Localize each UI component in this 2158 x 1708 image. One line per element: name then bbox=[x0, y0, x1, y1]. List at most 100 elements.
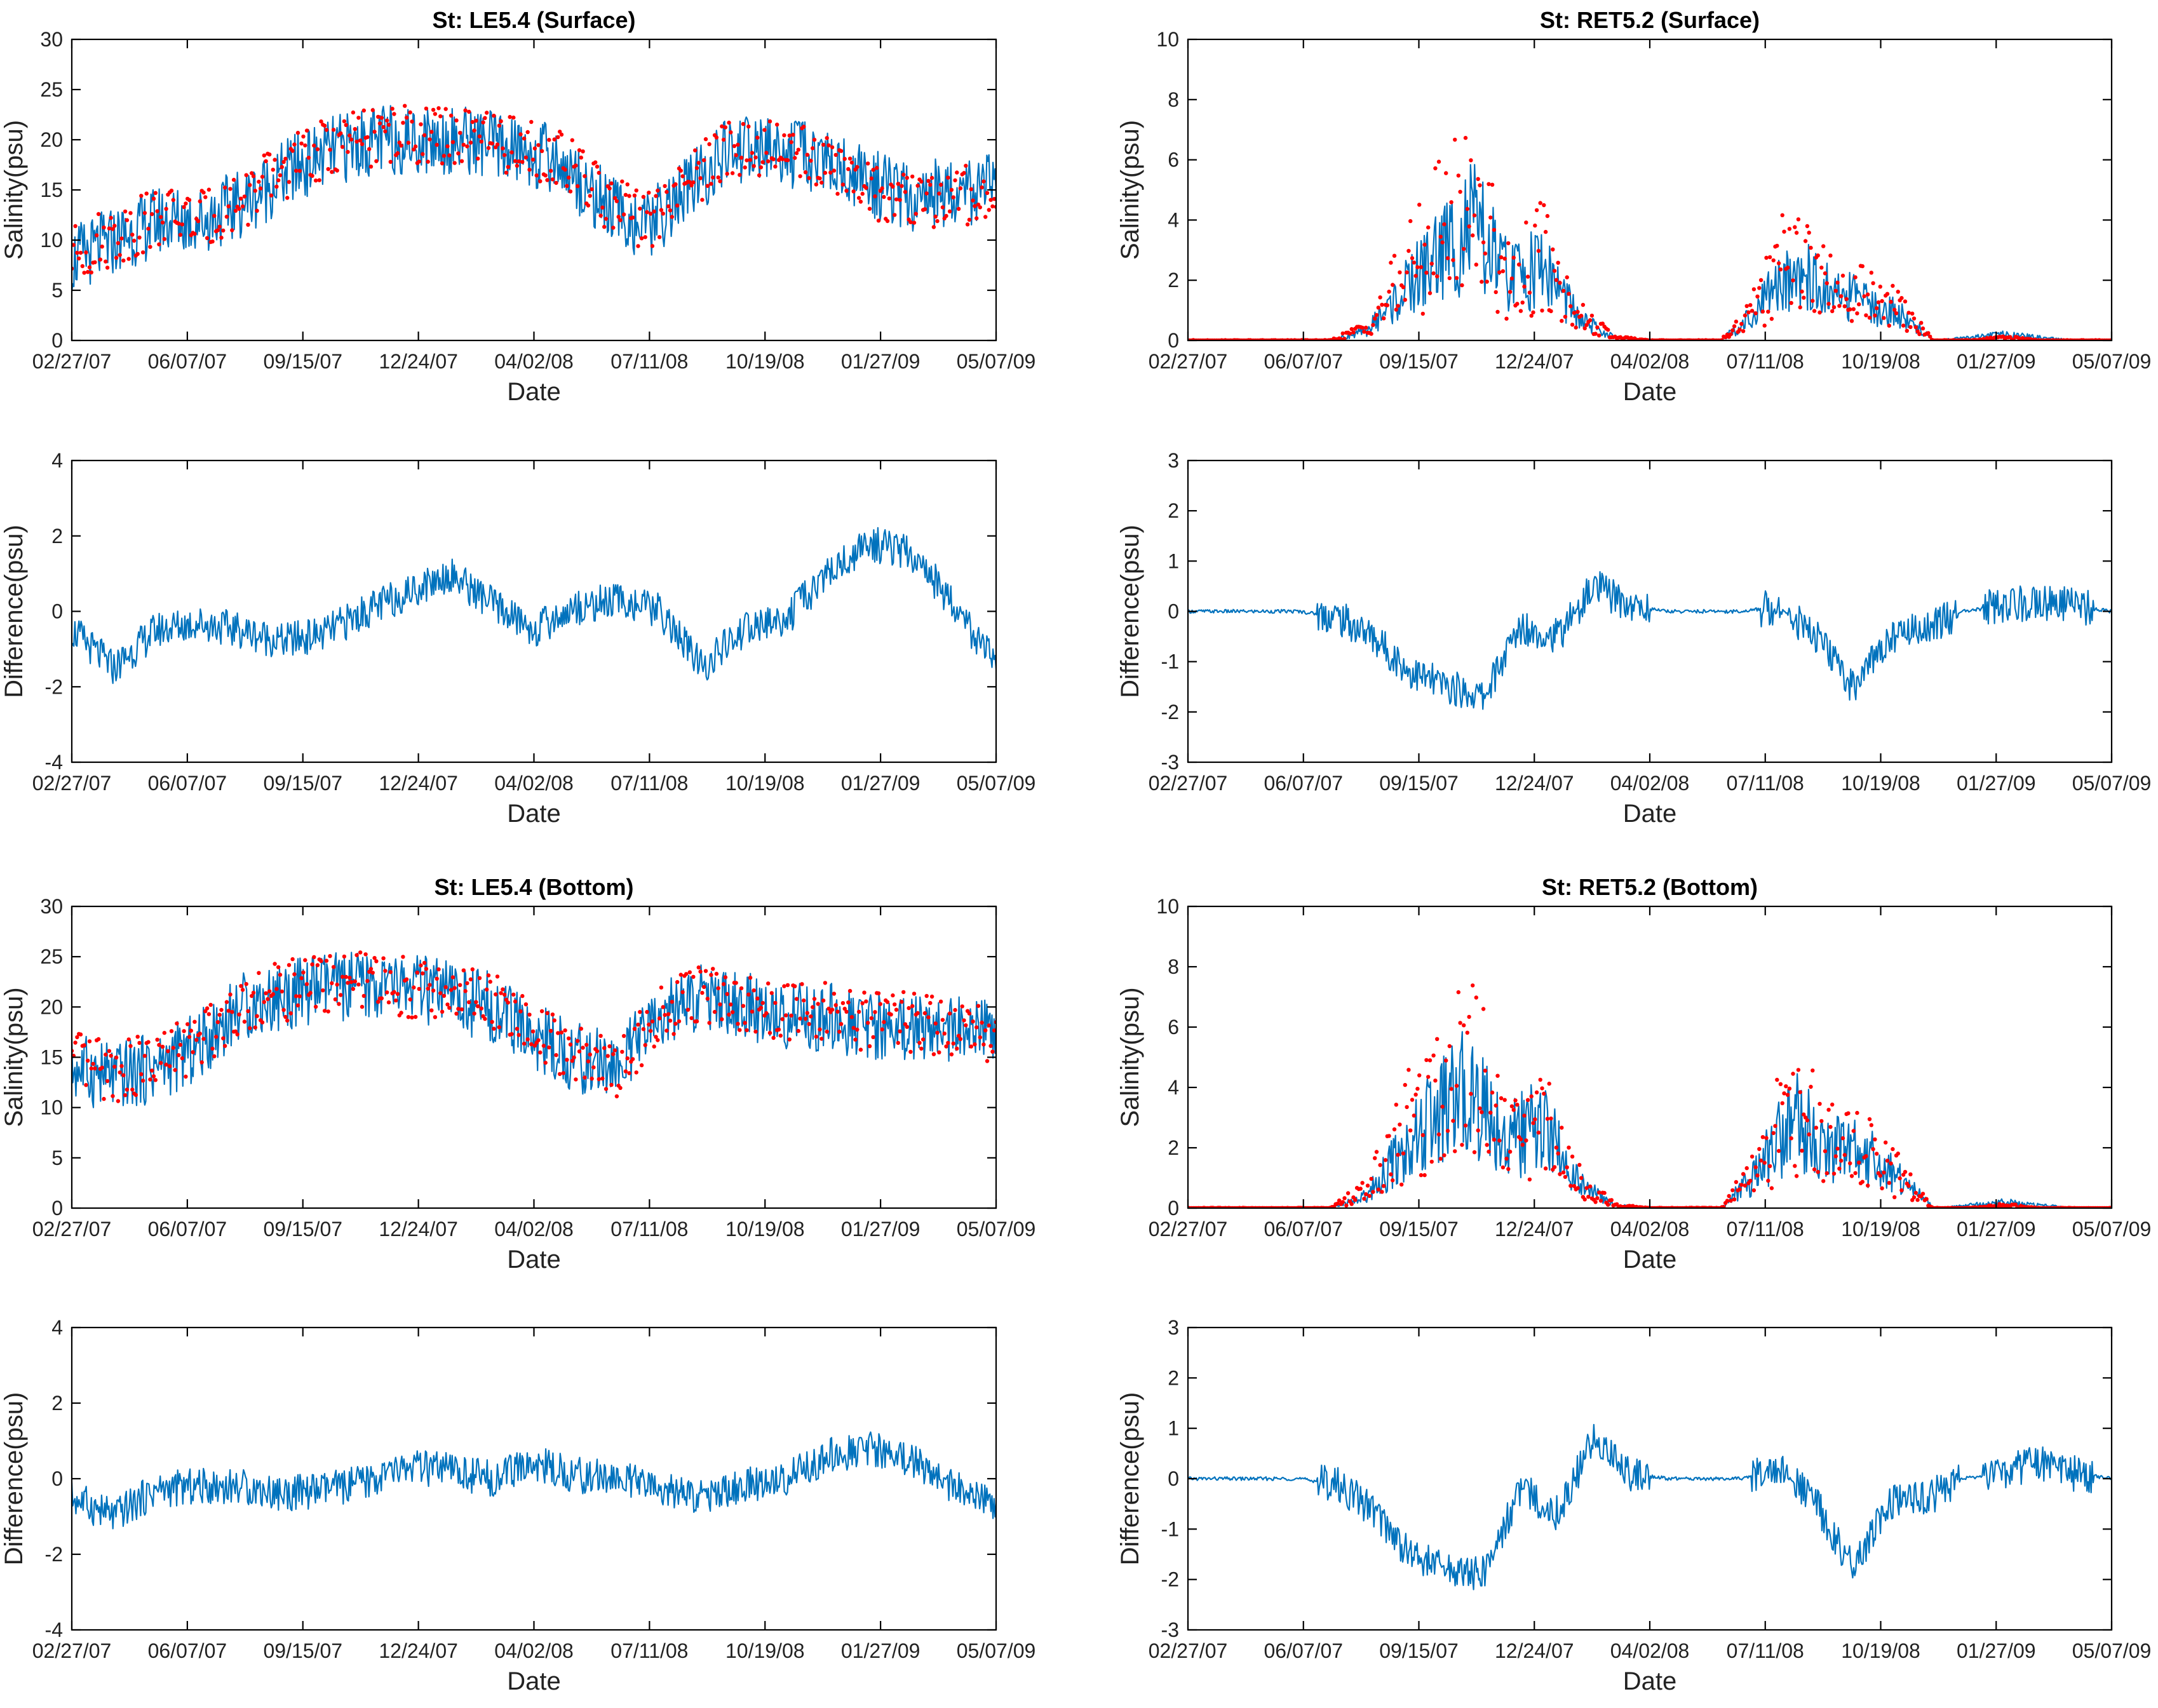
observed-point bbox=[102, 225, 106, 230]
observed-point bbox=[639, 236, 644, 241]
observed-point bbox=[1540, 1086, 1544, 1091]
observed-point bbox=[486, 145, 491, 151]
observed-point bbox=[946, 1040, 950, 1046]
observed-point bbox=[1839, 1159, 1844, 1163]
observed-point bbox=[381, 124, 386, 130]
x-tick-label: 07/11/08 bbox=[1727, 1639, 1804, 1662]
observed-point bbox=[798, 174, 802, 178]
x-tick-label: 06/07/07 bbox=[148, 1218, 227, 1241]
observed-point bbox=[337, 1002, 341, 1006]
x-tick-label: 09/15/07 bbox=[1379, 772, 1459, 795]
observed-point bbox=[452, 986, 457, 990]
observed-point bbox=[476, 156, 480, 161]
observed-point bbox=[985, 1059, 990, 1063]
observed-point bbox=[1373, 1156, 1377, 1160]
x-tick-label: 01/27/09 bbox=[841, 772, 921, 795]
observed-point bbox=[988, 198, 993, 202]
observed-point bbox=[1447, 1044, 1452, 1049]
observed-point bbox=[1522, 1113, 1527, 1118]
observed-point bbox=[287, 963, 292, 967]
observed-point bbox=[981, 1042, 986, 1047]
observed-point bbox=[632, 193, 637, 198]
observed-point bbox=[130, 1087, 135, 1092]
y-tick-label: 0 bbox=[1168, 1467, 1179, 1490]
observed-point bbox=[1507, 290, 1513, 294]
y-tick-label: -3 bbox=[1161, 751, 1179, 774]
x-tick-label: 01/27/09 bbox=[841, 1218, 921, 1241]
observed-point bbox=[1538, 1077, 1542, 1082]
observed-point bbox=[545, 1011, 550, 1016]
observed-point bbox=[739, 156, 744, 160]
observed-point bbox=[873, 194, 877, 199]
observed-point bbox=[530, 1029, 536, 1034]
observed-point bbox=[422, 960, 427, 965]
observed-point bbox=[1353, 1197, 1358, 1202]
x-tick-label: 05/07/09 bbox=[957, 772, 1036, 795]
observed-point bbox=[574, 163, 578, 168]
observed-point bbox=[1376, 1187, 1380, 1192]
observed-point bbox=[1358, 1187, 1363, 1191]
observed-point bbox=[532, 146, 537, 151]
observed-point bbox=[159, 1061, 163, 1065]
observed-point bbox=[237, 1012, 241, 1017]
observed-point bbox=[1524, 1138, 1528, 1143]
observed-point bbox=[123, 1093, 128, 1098]
observed-point bbox=[126, 257, 131, 261]
chart-panel-ret52-surface-difference: 02/27/07 06/07/07 09/15/07 12/24/07 04/02/08… bbox=[1116, 449, 2151, 828]
observed-point bbox=[767, 1031, 772, 1035]
observed-point bbox=[119, 236, 124, 241]
observed-point bbox=[711, 967, 715, 971]
observed-point bbox=[1515, 302, 1520, 306]
observed-point bbox=[233, 1029, 238, 1034]
observed-point bbox=[570, 1058, 574, 1063]
observed-point bbox=[224, 215, 229, 219]
observed-point bbox=[1513, 1098, 1518, 1103]
observed-point bbox=[1913, 325, 1918, 330]
observed-point bbox=[257, 179, 261, 184]
observed-point bbox=[1794, 231, 1799, 235]
y-tick-label: -2 bbox=[45, 1543, 63, 1566]
observed-point bbox=[625, 182, 630, 187]
chart-panel-le54-surface-difference: 02/27/07 06/07/07 09/15/07 12/24/07 04/02/08… bbox=[0, 449, 1035, 828]
observed-point bbox=[490, 141, 494, 146]
observed-point bbox=[354, 953, 359, 957]
observed-point bbox=[461, 142, 466, 147]
observed-point bbox=[1403, 297, 1407, 302]
observed-point bbox=[1556, 260, 1560, 265]
observed-point bbox=[77, 256, 81, 261]
observed-point bbox=[826, 1006, 831, 1011]
observed-point bbox=[1811, 299, 1815, 303]
observed-point bbox=[1511, 1108, 1516, 1112]
observed-point bbox=[495, 142, 500, 147]
observed-point bbox=[248, 183, 252, 187]
observed-point bbox=[766, 981, 771, 986]
observed-point bbox=[896, 182, 901, 186]
observed-point bbox=[86, 1058, 90, 1063]
observed-point bbox=[1867, 1117, 1872, 1122]
observed-point bbox=[743, 165, 747, 170]
observed-point bbox=[574, 1077, 578, 1082]
x-tick-label: 04/02/08 bbox=[1610, 1639, 1690, 1662]
observed-point bbox=[237, 206, 241, 211]
observed-point bbox=[1871, 1147, 1875, 1152]
observed-point bbox=[1837, 1166, 1842, 1171]
observed-point bbox=[513, 159, 518, 163]
x-axis-title: Date bbox=[1623, 800, 1677, 828]
observed-point bbox=[294, 168, 299, 173]
observed-point bbox=[276, 965, 281, 969]
observed-point bbox=[830, 145, 835, 150]
observed-point bbox=[832, 168, 837, 173]
observed-point bbox=[253, 189, 257, 193]
observed-point bbox=[86, 270, 90, 274]
observed-point bbox=[283, 156, 288, 161]
observed-point bbox=[1787, 227, 1792, 231]
observed-point bbox=[1394, 1103, 1398, 1107]
observed-point bbox=[271, 168, 275, 172]
observed-point bbox=[842, 156, 847, 161]
observed-point bbox=[95, 233, 99, 238]
observed-point bbox=[729, 1002, 733, 1007]
x-axis-title: Date bbox=[507, 1246, 561, 1274]
y-axis-title: Difference(psu) bbox=[1116, 525, 1144, 698]
observed-point bbox=[818, 1027, 822, 1032]
observed-point bbox=[990, 204, 995, 209]
